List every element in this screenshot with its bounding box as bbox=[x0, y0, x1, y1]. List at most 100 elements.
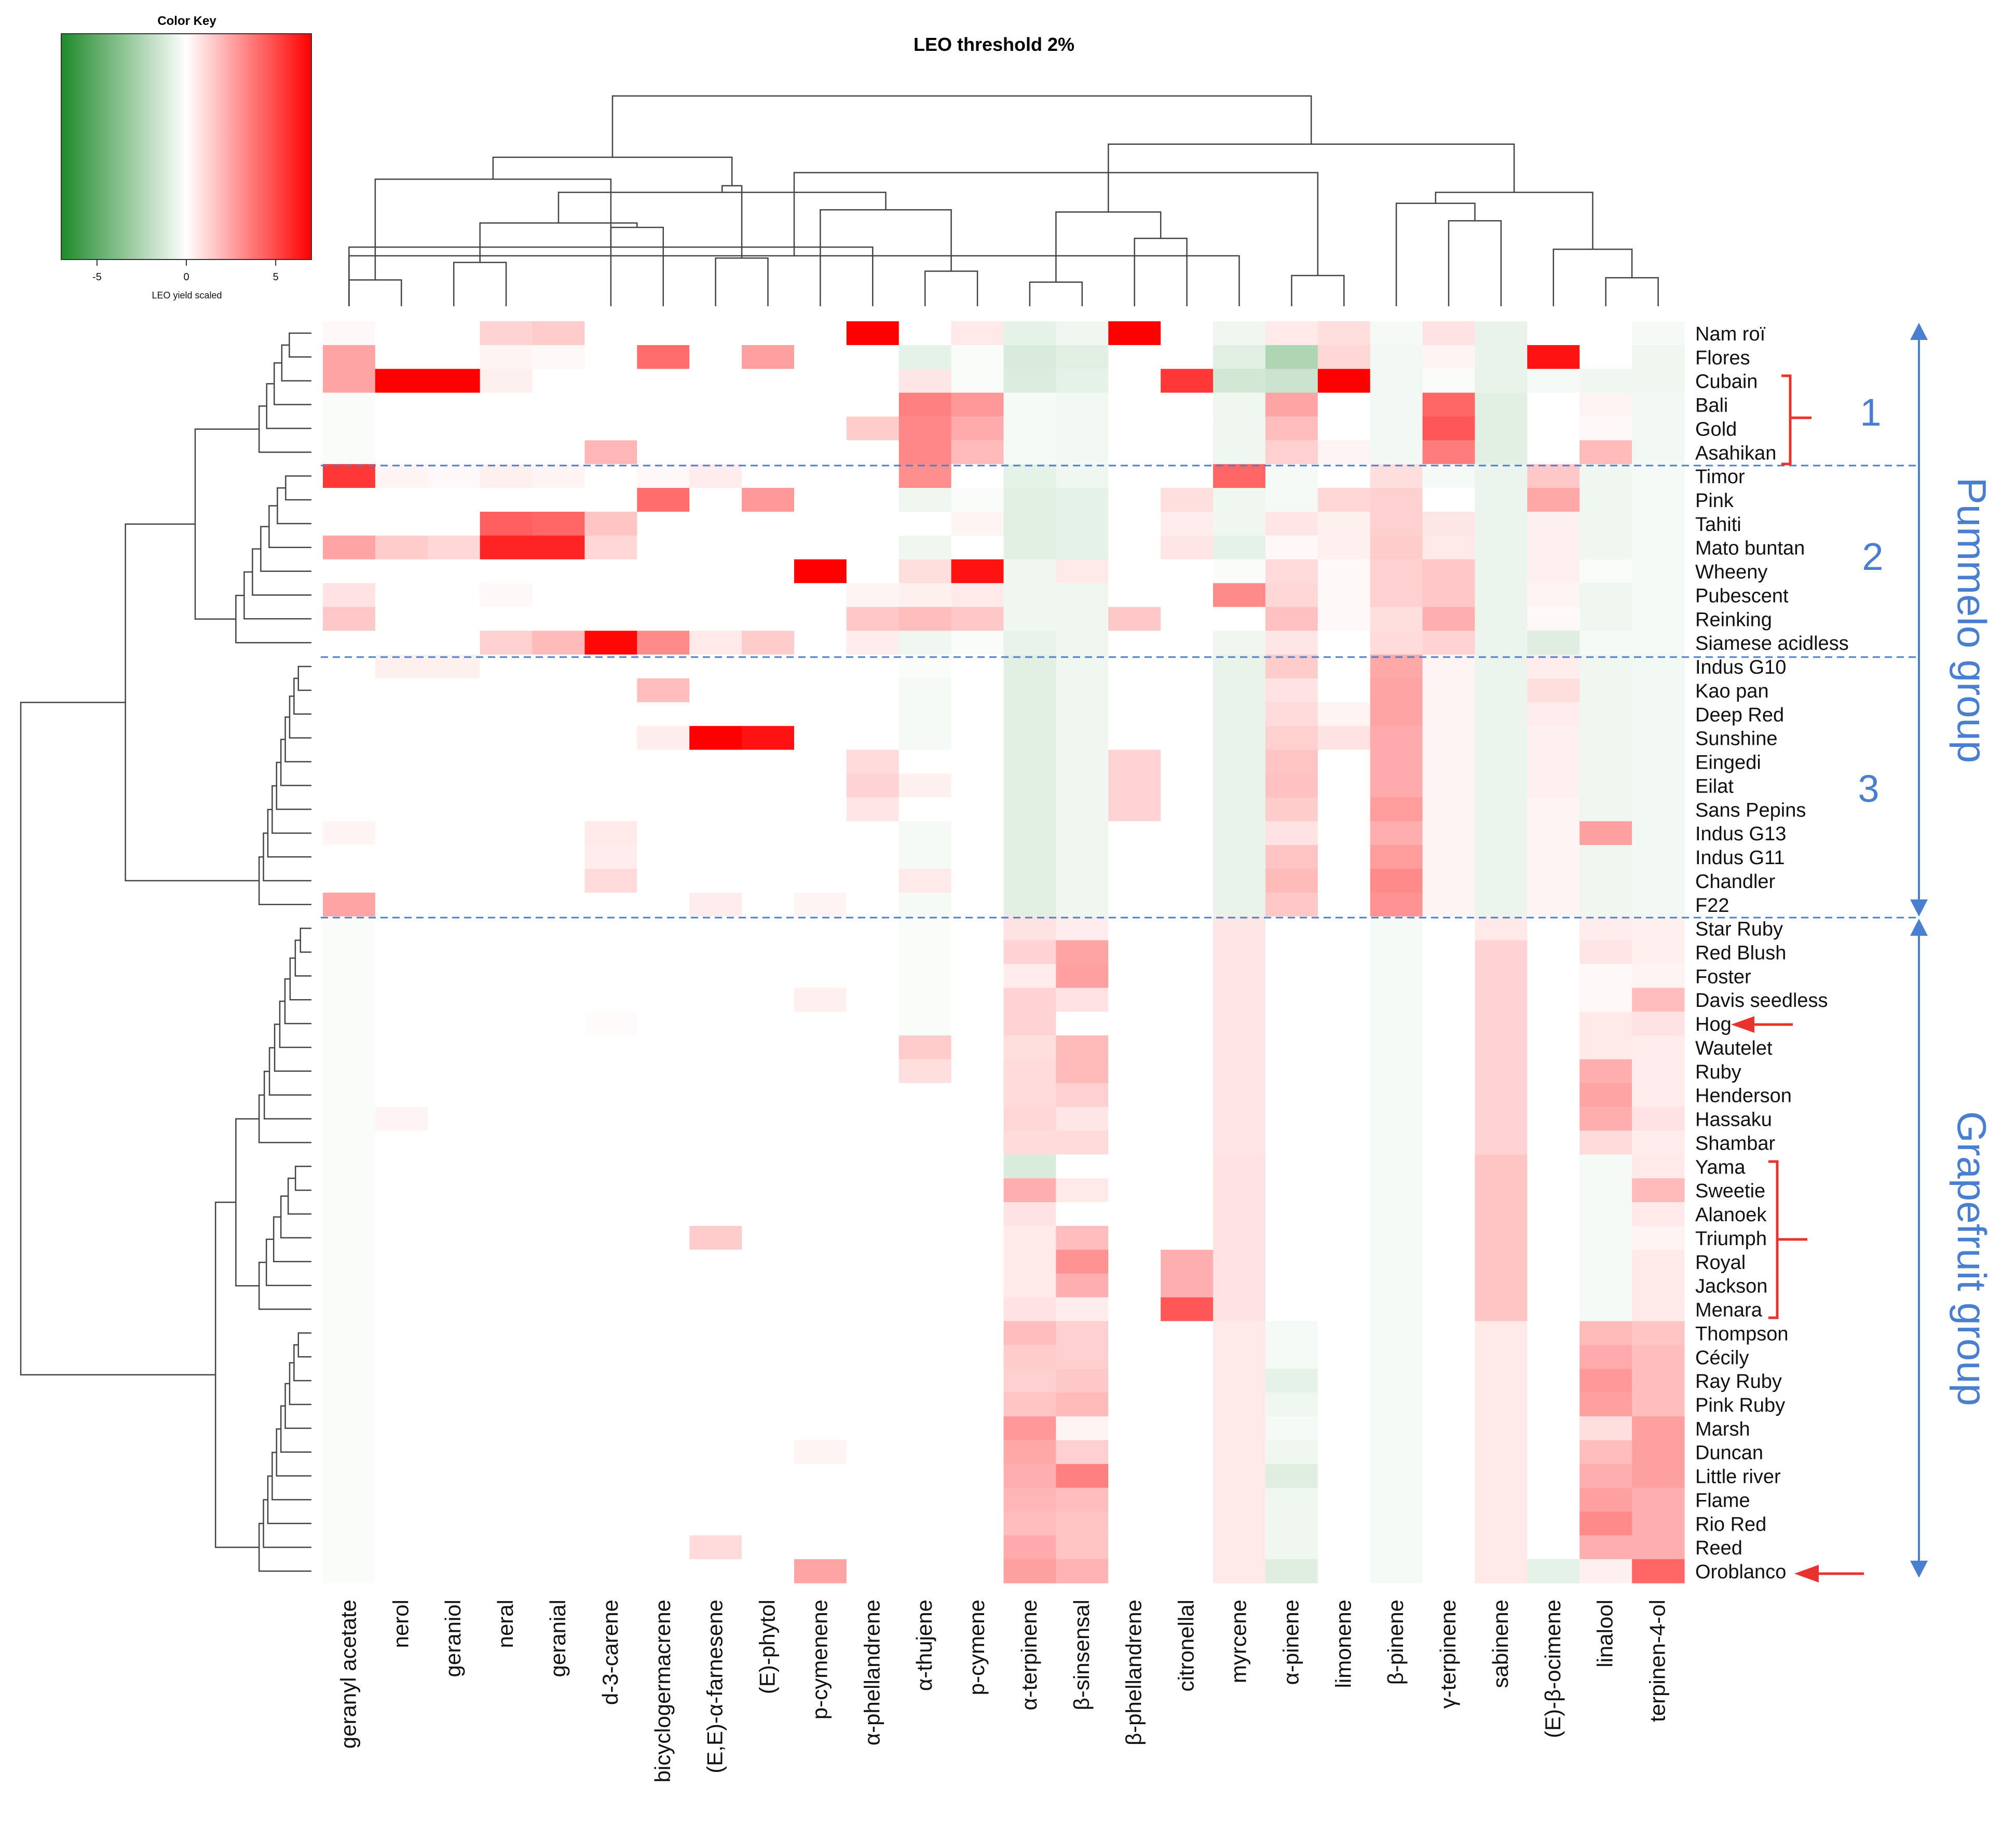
heatmap-cell bbox=[532, 559, 585, 584]
heatmap-cell bbox=[1003, 1035, 1056, 1060]
heatmap-cell bbox=[427, 1107, 481, 1131]
heatmap-cell bbox=[689, 654, 742, 679]
column-labels: geranyl acetate nerol geraniol neral gerania… bbox=[336, 1600, 1669, 1783]
heatmap-cell bbox=[951, 916, 1004, 941]
heatmap-cell bbox=[1632, 1178, 1685, 1203]
heatmap-cell bbox=[898, 868, 952, 893]
heatmap-cell bbox=[1056, 1035, 1109, 1060]
heatmap-cell bbox=[898, 749, 952, 774]
heatmap-cell bbox=[323, 511, 376, 536]
heatmap-cell bbox=[1579, 749, 1632, 774]
heatmap-cell bbox=[1317, 321, 1371, 346]
dendrogram-link bbox=[1029, 281, 1083, 306]
heatmap-cell bbox=[637, 845, 690, 869]
heatmap-cell bbox=[1056, 1202, 1109, 1226]
heatmap-cell bbox=[1579, 1416, 1632, 1441]
heatmap-cell bbox=[1161, 535, 1214, 560]
heatmap-cell bbox=[1527, 797, 1580, 822]
heatmap-cell bbox=[1422, 749, 1476, 774]
heatmap-cell bbox=[1265, 392, 1318, 417]
heatmap-cell bbox=[1003, 1107, 1056, 1131]
heatmap-cell bbox=[794, 1559, 847, 1584]
heatmap-cell bbox=[951, 1487, 1004, 1512]
heatmap-cell bbox=[1579, 321, 1632, 346]
heatmap-cell bbox=[1003, 1559, 1056, 1584]
heatmap-cell bbox=[742, 845, 795, 869]
heatmap-cell bbox=[323, 464, 376, 488]
dendrogram-link bbox=[20, 702, 216, 1376]
column-label: geraniol bbox=[441, 1600, 465, 1677]
heatmap-cell bbox=[1475, 940, 1528, 965]
heatmap-cell bbox=[637, 559, 690, 584]
heatmap-cell bbox=[532, 1559, 585, 1584]
heatmap-cell bbox=[1213, 321, 1266, 346]
heatmap-cell bbox=[1003, 368, 1056, 393]
dendrogram-link bbox=[293, 1344, 311, 1382]
row-label: Deep Red bbox=[1695, 704, 1784, 726]
heatmap-cell bbox=[689, 1178, 742, 1203]
dendrogram-link bbox=[294, 1166, 311, 1191]
heatmap-cell bbox=[1370, 1535, 1423, 1560]
heatmap-cell bbox=[1265, 1321, 1318, 1345]
heatmap-cell bbox=[1003, 1535, 1056, 1560]
heatmap-cell bbox=[480, 1273, 533, 1298]
heatmap-cell bbox=[1527, 749, 1580, 774]
heatmap-cell bbox=[1579, 488, 1632, 512]
heatmap-cells bbox=[323, 321, 1685, 1584]
heatmap-cell bbox=[742, 988, 795, 1012]
heatmap-cell bbox=[689, 1345, 742, 1369]
heatmap-cell bbox=[846, 1511, 900, 1536]
heatmap-cell bbox=[689, 964, 742, 988]
heatmap-cell bbox=[1265, 1464, 1318, 1489]
heatmap-cell bbox=[1265, 416, 1318, 441]
heatmap-cell bbox=[794, 916, 847, 941]
heatmap-cell bbox=[742, 1321, 795, 1345]
dendrogram-link bbox=[289, 957, 311, 1001]
heatmap-cell bbox=[1475, 559, 1528, 584]
heatmap-cell bbox=[1317, 1535, 1371, 1560]
heatmap-cell bbox=[375, 416, 428, 441]
heatmap-cell bbox=[1475, 726, 1528, 750]
heatmap-cell bbox=[637, 654, 690, 679]
heatmap-cell bbox=[584, 916, 637, 941]
heatmap-cell bbox=[1161, 464, 1214, 488]
heatmap-cell bbox=[1422, 964, 1476, 988]
heatmap-cell bbox=[1317, 1416, 1371, 1441]
heatmap-cell bbox=[846, 1535, 900, 1560]
heatmap-cell bbox=[1632, 1559, 1685, 1584]
heatmap-cell bbox=[480, 583, 533, 608]
heatmap-cell bbox=[480, 702, 533, 727]
heatmap-cell bbox=[1579, 916, 1632, 941]
heatmap-cell bbox=[742, 440, 795, 465]
heatmap-cell bbox=[742, 1535, 795, 1560]
heatmap-cell bbox=[1422, 1107, 1476, 1131]
heatmap-cell bbox=[637, 1487, 690, 1512]
heatmap-cell bbox=[1108, 440, 1161, 465]
heatmap-cell bbox=[1003, 488, 1056, 512]
heatmap-cell bbox=[1003, 749, 1056, 774]
heatmap-cell bbox=[794, 416, 847, 441]
heatmap-cell bbox=[898, 845, 952, 869]
heatmap-cell bbox=[1422, 607, 1476, 631]
column-label: α-terpinene bbox=[1017, 1600, 1041, 1710]
heatmap-cell bbox=[1108, 416, 1161, 441]
heatmap-cell bbox=[1422, 392, 1476, 417]
heatmap-cell bbox=[1213, 916, 1266, 941]
heatmap-cell bbox=[1422, 440, 1476, 465]
heatmap-cell bbox=[1579, 1511, 1632, 1536]
heatmap-cell bbox=[1161, 845, 1214, 869]
heatmap-cell bbox=[1161, 488, 1214, 512]
heatmap-cell bbox=[1632, 1393, 1685, 1417]
heatmap-cell bbox=[1213, 773, 1266, 798]
heatmap-cell bbox=[794, 892, 847, 917]
heatmap-cell bbox=[951, 488, 1004, 512]
heatmap-cell bbox=[1265, 464, 1318, 488]
heatmap-cell bbox=[1579, 1297, 1632, 1322]
heatmap-cell bbox=[480, 1059, 533, 1084]
heatmap-cell bbox=[846, 1202, 900, 1226]
heatmap-cell bbox=[951, 416, 1004, 441]
heatmap-cell bbox=[1317, 821, 1371, 845]
heatmap-cell bbox=[898, 726, 952, 750]
heatmap-cell bbox=[480, 940, 533, 965]
